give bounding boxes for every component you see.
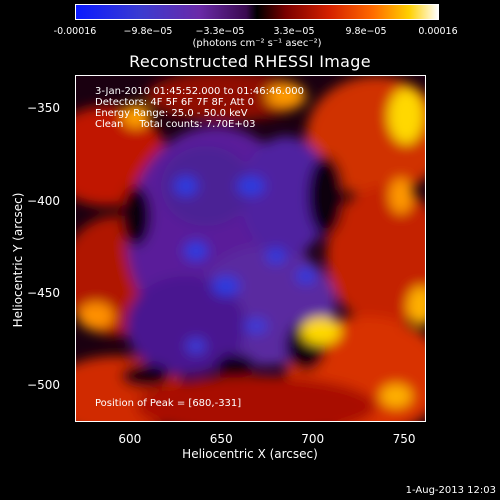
- y-tick-label: −450: [27, 285, 60, 300]
- info-clean-counts: Clean Total counts: 7.70E+03: [95, 119, 256, 130]
- image-plot-area: [75, 75, 426, 422]
- y-tick-label: −500: [27, 378, 60, 393]
- colorbar-units: (photons cm⁻² s⁻¹ asec⁻²): [192, 38, 322, 49]
- y-tick-label: −350: [27, 101, 60, 116]
- colorbar: [75, 4, 439, 20]
- colorbar-tick: -0.00016: [53, 26, 97, 37]
- info-detectors: Detectors: 4F 5F 6F 7F 8F, Att 0: [95, 97, 255, 108]
- colorbar-tick: 3.3e−05: [273, 26, 315, 37]
- x-tick-label: 750: [392, 432, 416, 446]
- info-energy-range: Energy Range: 25.0 - 50.0 keV: [95, 108, 248, 119]
- y-tick-label: −400: [27, 193, 60, 208]
- colorbar-tick: −3.3e−05: [195, 26, 245, 37]
- colorbar-tick: 0.00016: [418, 26, 458, 37]
- info-peak-position: Position of Peak = [680,-331]: [95, 398, 242, 409]
- x-tick-label: 600: [118, 432, 142, 446]
- colorbar-tick: −9.8e−05: [123, 26, 173, 37]
- heatmap-image: [76, 76, 425, 421]
- chart-title: Reconstructed RHESSI Image: [129, 52, 371, 71]
- x-axis-label: Heliocentric X (arcsec): [182, 447, 318, 461]
- colorbar-tick: 9.8e−05: [345, 26, 387, 37]
- x-tick-label: 650: [209, 432, 233, 446]
- x-tick-label: 700: [301, 432, 325, 446]
- plot-timestamp: 1-Aug-2013 12:03: [405, 485, 496, 496]
- info-time-range: 3-Jan-2010 01:45:52.000 to 01:46:46.000: [95, 86, 304, 97]
- y-axis-label: Heliocentric Y (arcsec): [11, 192, 25, 328]
